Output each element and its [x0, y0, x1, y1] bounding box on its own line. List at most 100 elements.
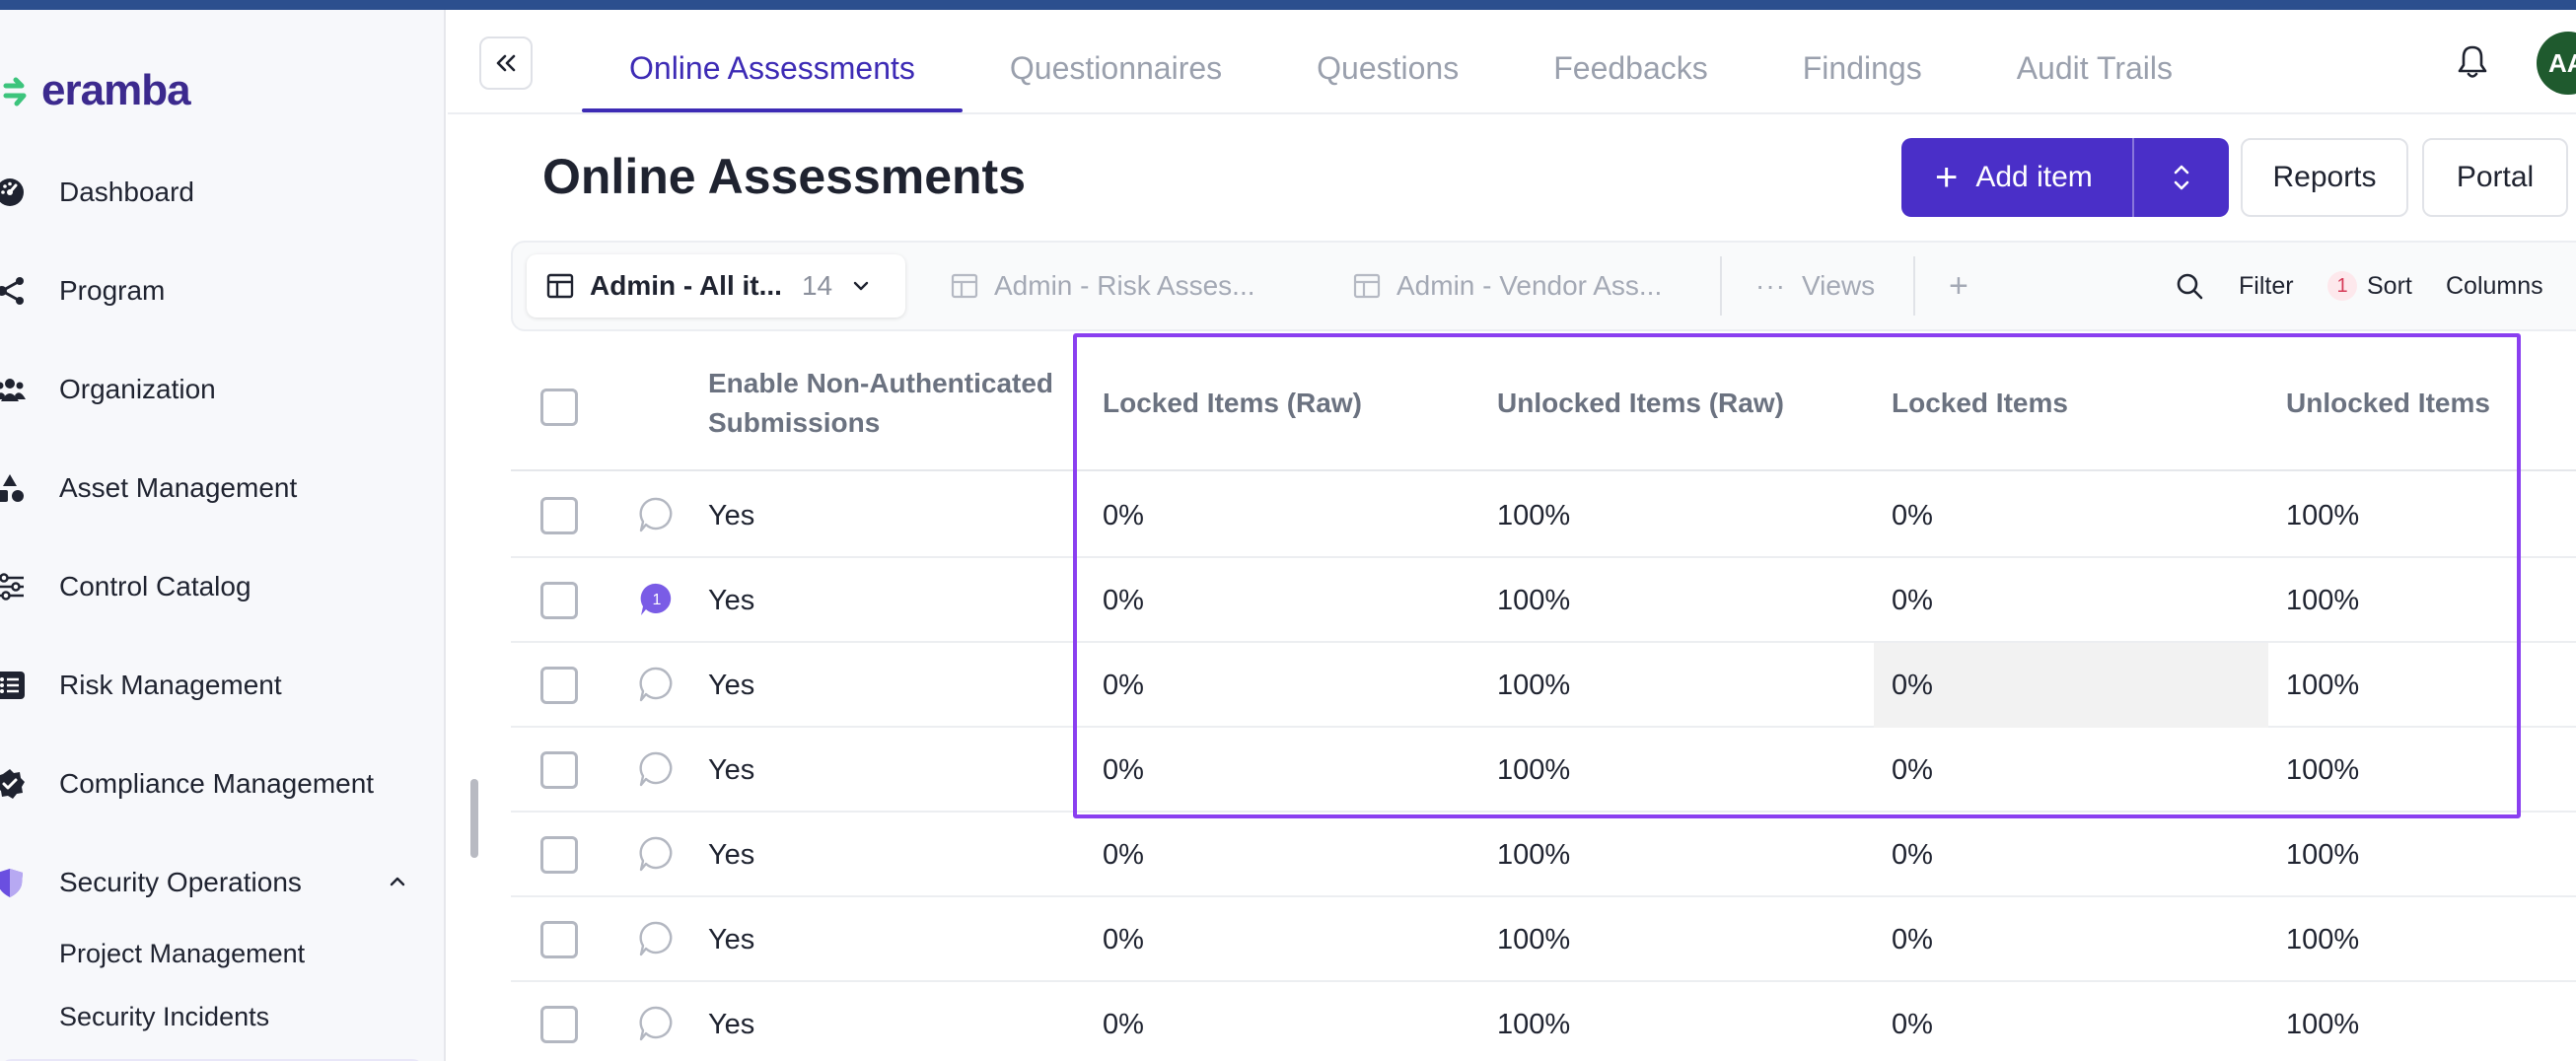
table-row[interactable]: Yes 0% 100% 0% 100%: [511, 473, 2576, 558]
sidebar-item-asset-management[interactable]: Asset Management: [0, 439, 444, 537]
search-button[interactable]: [2174, 264, 2205, 308]
view-tab-admin-all-items[interactable]: Admin - All it... 14: [527, 254, 905, 318]
cell-locked-items-raw: 0%: [1103, 1008, 1144, 1040]
select-all-checkbox[interactable]: [540, 389, 578, 426]
tab-online-assessments[interactable]: Online Assessments: [582, 24, 963, 112]
cell-unlocked-items-raw: 100%: [1497, 499, 1571, 531]
add-item-dropdown-toggle[interactable]: [2134, 138, 2229, 217]
row-checkbox[interactable]: [540, 667, 578, 704]
collapse-sidebar-button[interactable]: [479, 36, 533, 90]
comment-count-icon[interactable]: 1: [637, 580, 677, 619]
column-header-unlocked-items[interactable]: Unlocked Items: [2286, 388, 2490, 418]
comment-icon[interactable]: [637, 834, 677, 874]
sort-button[interactable]: 1 Sort: [2327, 264, 2412, 308]
cell-unlocked-items-raw: 100%: [1497, 923, 1571, 955]
views-label: Views: [1801, 270, 1876, 301]
sidebar-active-item[interactable]: [0, 1059, 424, 1061]
sidebar-item-security-operations[interactable]: Security Operations: [0, 833, 444, 932]
sidebar-item-organization[interactable]: Organization: [0, 340, 444, 439]
eramba-logo[interactable]: eramba: [2, 61, 191, 120]
cell-locked-items: 0%: [1892, 753, 1933, 786]
column-header-enable-non-authenticated[interactable]: Enable Non-Authenticated Submissions: [708, 368, 1054, 438]
view-tab-admin-risk-assessments[interactable]: Admin - Risk Asses...: [951, 254, 1255, 318]
cell-enable-non-authenticated: Yes: [708, 499, 755, 531]
chevron-up-icon[interactable]: [385, 869, 410, 894]
view-label: Admin - All it...: [590, 270, 782, 301]
views-divider: [1913, 256, 1915, 316]
notifications-bell-icon[interactable]: [2452, 41, 2493, 83]
column-header-locked-items[interactable]: Locked Items: [1892, 388, 2068, 418]
comment-icon[interactable]: [637, 495, 677, 534]
cell-enable-non-authenticated: Yes: [708, 753, 755, 786]
cell-unlocked-items-raw: 100%: [1497, 1008, 1571, 1040]
comment-icon[interactable]: [637, 665, 677, 704]
sidebar-item-program[interactable]: Program: [0, 242, 444, 340]
cell-locked-items-raw: 0%: [1103, 923, 1144, 955]
sidebar-subitem-security-incidents[interactable]: Security Incidents: [59, 1002, 270, 1031]
header-divider: [448, 112, 2576, 114]
row-checkbox[interactable]: [540, 497, 578, 534]
table-row[interactable]: Yes 0% 100% 0% 100%: [511, 982, 2576, 1061]
table-row[interactable]: 1 Yes 0% 100% 0% 100%: [511, 558, 2576, 643]
cell-locked-items-raw: 0%: [1103, 753, 1144, 786]
cell-locked-items-raw: 0%: [1103, 838, 1144, 871]
view-tab-admin-vendor-assessments[interactable]: Admin - Vendor Ass...: [1353, 254, 1662, 318]
row-checkbox[interactable]: [540, 751, 578, 789]
column-header-locked-items-raw[interactable]: Locked Items (Raw): [1103, 388, 1362, 418]
tab-feedbacks[interactable]: Feedbacks: [1553, 49, 1708, 86]
sidebar-subitem-project-management[interactable]: Project Management: [59, 939, 306, 968]
add-view-button[interactable]: +: [1949, 254, 1968, 318]
double-chevron-left-icon: [496, 54, 516, 72]
chevron-down-icon[interactable]: [850, 275, 872, 297]
comment-icon[interactable]: [637, 919, 677, 958]
column-header-unlocked-items-raw[interactable]: Unlocked Items (Raw): [1497, 388, 1784, 418]
sidebar-item-control-catalog[interactable]: Control Catalog: [0, 537, 444, 636]
tab-questions[interactable]: Questions: [1317, 49, 1460, 86]
row-checkbox[interactable]: [540, 921, 578, 958]
cell-unlocked-items: 100%: [2286, 838, 2360, 871]
shapes-icon: [0, 474, 24, 502]
cell-unlocked-items: 100%: [2286, 499, 2360, 531]
sidebar-item-label: Risk Management: [59, 670, 282, 700]
sidebar-item-risk-management[interactable]: Risk Management: [0, 636, 444, 735]
page-title: Online Assessments: [542, 149, 1027, 204]
sidebar-item-dashboard[interactable]: Dashboard: [0, 143, 444, 242]
add-item-label: Add item: [1975, 161, 2093, 193]
user-avatar[interactable]: AA: [2537, 32, 2576, 95]
table-icon: [951, 273, 978, 299]
cell-enable-non-authenticated: Yes: [708, 923, 755, 955]
sidebar-item-compliance-management[interactable]: Compliance Management: [0, 735, 444, 833]
sidebar-scrollbar[interactable]: [470, 779, 478, 858]
cell-locked-items: 0%: [1892, 1008, 1933, 1040]
sidebar-item-label: Compliance Management: [59, 768, 375, 799]
comment-icon[interactable]: [637, 749, 677, 789]
comment-icon[interactable]: [637, 1004, 677, 1043]
views-menu-button[interactable]: ··· Views: [1755, 254, 1875, 318]
table-row[interactable]: Yes 0% 100% 0% 100%: [511, 728, 2576, 813]
table-icon: [1353, 273, 1381, 299]
eramba-logo-mark-icon: [3, 77, 27, 106]
reports-button[interactable]: Reports: [2241, 138, 2408, 217]
filter-button[interactable]: Filter: [2239, 271, 2294, 300]
table-row[interactable]: Yes 0% 100% 0% 100%: [511, 643, 2576, 728]
row-checkbox[interactable]: [540, 836, 578, 874]
users-icon: [0, 379, 26, 401]
portal-button[interactable]: Portal: [2422, 138, 2568, 217]
cell-locked-items: 0%: [1892, 499, 1933, 531]
row-checkbox[interactable]: [540, 582, 578, 619]
row-checkbox[interactable]: [540, 1006, 578, 1043]
add-item-button[interactable]: + Add item: [1901, 138, 2229, 217]
tab-findings[interactable]: Findings: [1802, 49, 1922, 86]
table-row[interactable]: Yes 0% 100% 0% 100%: [511, 813, 2576, 897]
plus-icon: +: [1949, 266, 1968, 305]
add-item-main[interactable]: + Add item: [1901, 138, 2134, 217]
cell-locked-items-raw: 0%: [1103, 669, 1144, 701]
table-row[interactable]: Yes 0% 100% 0% 100%: [511, 897, 2576, 982]
cell-unlocked-items: 100%: [2286, 923, 2360, 955]
cell-locked-items: 0%: [1892, 584, 1933, 616]
tab-audit-trails[interactable]: Audit Trails: [2016, 49, 2173, 86]
program-network-icon: [0, 277, 24, 305]
tab-questionnaires[interactable]: Questionnaires: [1009, 49, 1223, 86]
cell-unlocked-items-raw: 100%: [1497, 838, 1571, 871]
columns-button[interactable]: Columns: [2446, 271, 2543, 300]
